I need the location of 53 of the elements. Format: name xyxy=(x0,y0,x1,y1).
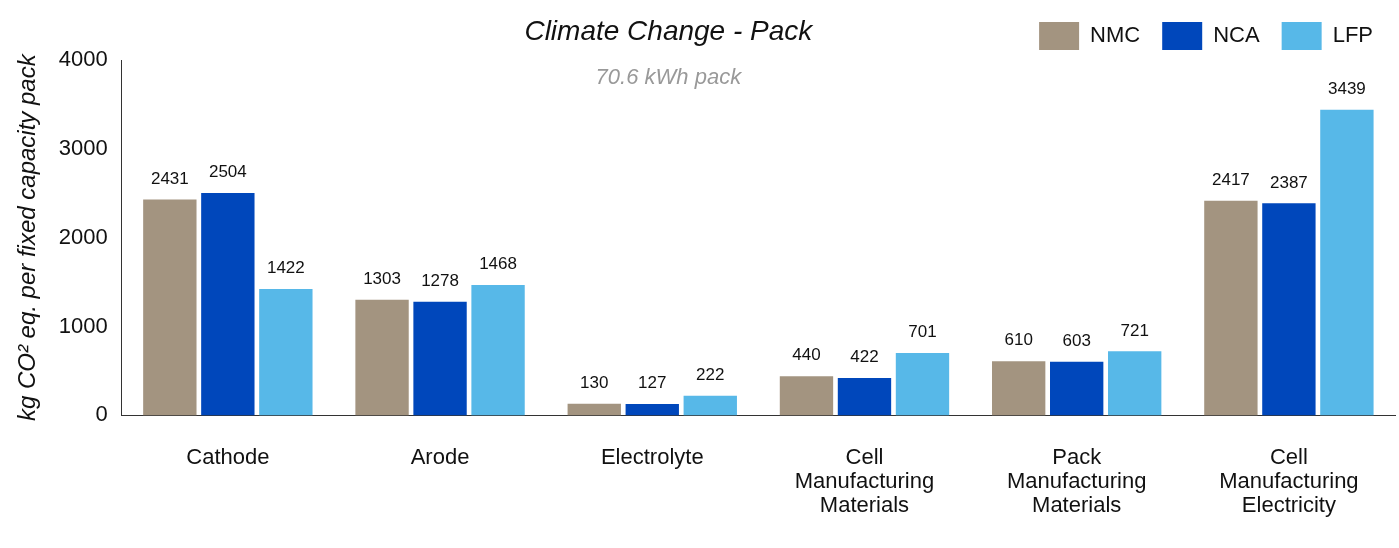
x-tick-label: Cell Manufacturing Materials xyxy=(794,443,935,517)
bar xyxy=(1108,351,1162,416)
data-label: 3439 xyxy=(1327,79,1366,99)
data-label: 2431 xyxy=(150,168,189,188)
chart-subtitle: 70.6 kWh pack xyxy=(595,64,743,90)
bar xyxy=(355,299,409,416)
x-tick-label: Cell Manufacturing Electricity xyxy=(1219,443,1359,517)
legend-label: LFP xyxy=(1332,22,1374,48)
y-axis-title: kg CO² eq. per fixed capacity pack xyxy=(13,52,41,422)
bar xyxy=(992,361,1046,416)
bar xyxy=(259,289,313,416)
chart-title: Climate Change - Pack xyxy=(524,14,815,46)
bar xyxy=(779,376,834,416)
bar xyxy=(143,199,197,416)
data-label: 603 xyxy=(1062,331,1091,351)
x-tick-label: Cathode xyxy=(186,443,270,469)
bar xyxy=(471,284,525,416)
bar xyxy=(567,403,621,416)
y-tick-label: 1000 xyxy=(58,312,108,338)
data-label: 222 xyxy=(696,364,725,384)
x-tick-label: Pack Manufacturing Materials xyxy=(1006,443,1147,517)
bar xyxy=(1320,109,1374,416)
x-tick-label: Arode xyxy=(410,443,470,469)
data-label: 2504 xyxy=(208,162,247,182)
data-label: 701 xyxy=(908,322,937,342)
bar xyxy=(201,192,255,416)
data-label: 721 xyxy=(1120,320,1149,340)
bar xyxy=(1204,200,1258,416)
data-label: 1303 xyxy=(363,268,401,288)
data-label: 610 xyxy=(1004,330,1033,350)
bar xyxy=(1262,203,1316,416)
data-label: 127 xyxy=(638,373,667,393)
y-tick-label: 0 xyxy=(95,401,108,427)
y-tick-label: 2000 xyxy=(58,223,108,249)
data-label: 2417 xyxy=(1211,169,1250,189)
legend-label: NMC xyxy=(1090,22,1141,48)
bar xyxy=(625,404,679,416)
bar xyxy=(1050,361,1104,416)
data-label: 130 xyxy=(580,373,609,393)
data-label: 1278 xyxy=(421,271,459,291)
data-label: 2387 xyxy=(1269,172,1308,192)
data-label: 1468 xyxy=(479,254,517,274)
legend-label: NCA xyxy=(1213,22,1260,48)
y-tick-label: 4000 xyxy=(58,46,108,72)
data-label: 422 xyxy=(850,347,879,367)
data-label: 440 xyxy=(792,345,821,365)
bar xyxy=(895,353,950,416)
y-tick-label: 3000 xyxy=(58,134,108,160)
data-label: 1422 xyxy=(266,258,305,278)
x-tick-label: Electrolyte xyxy=(600,443,704,469)
bar xyxy=(683,395,737,416)
bar xyxy=(837,377,892,416)
bar xyxy=(413,301,467,416)
